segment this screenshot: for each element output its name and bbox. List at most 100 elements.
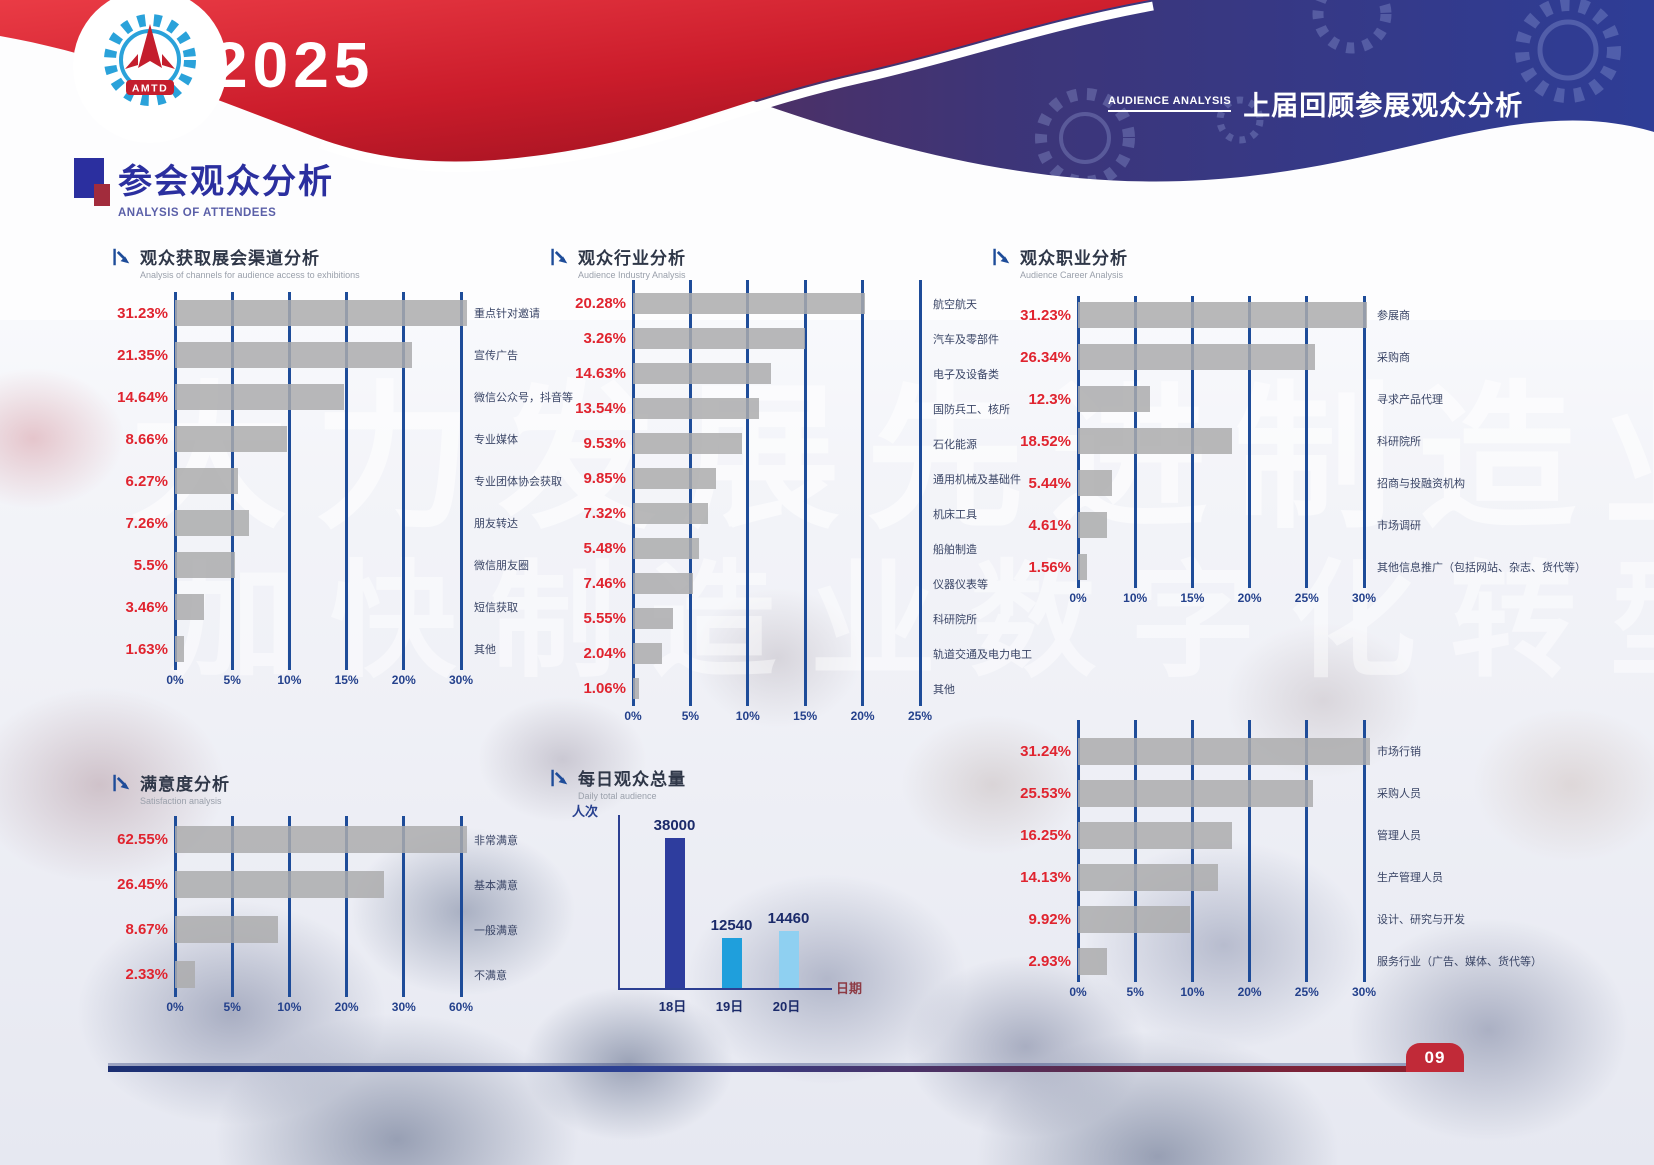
chart-channels: 观众获取展会渠道分析 Analysis of channels for audi…: [110, 244, 670, 690]
row-bar: [175, 636, 184, 662]
chart-row: 26.34% 采购商: [990, 336, 1630, 378]
gridline: [1305, 720, 1309, 982]
row-bar: [1078, 344, 1316, 370]
page-title: 参会观众分析: [118, 163, 334, 201]
axis-tick-label: 10%: [735, 709, 760, 723]
bar-category-label: 20日: [772, 999, 801, 1014]
row-bar-track: [1078, 344, 1364, 370]
row-value: 14.64%: [117, 388, 168, 406]
daily-bars: 38000 12540 14460: [620, 815, 832, 988]
axis-tick-label: 0%: [166, 1000, 184, 1014]
row-value: 26.34%: [1020, 348, 1071, 366]
row-label: 专业媒体: [474, 434, 518, 446]
row-bar: [175, 300, 467, 326]
chart-rows: 31.23% 重点针对邀请 21.35% 宣传广告 14.64% 微信公众号，抖…: [110, 292, 670, 670]
row-bar-track: [1078, 821, 1364, 849]
row-bar-track: [1078, 737, 1370, 765]
chart-career-2: 31.24% 市场行销 25.53% 采购人员 16.25% 管理人员 14.1…: [990, 720, 1630, 1002]
chart-row: 21.35% 宣传广告: [110, 334, 670, 376]
gridline: [345, 816, 349, 997]
row-bar: [633, 468, 717, 489]
gridline: [1133, 720, 1137, 982]
row-label: 航空航天: [933, 298, 977, 311]
bar: [664, 838, 685, 988]
bar: [778, 931, 799, 988]
row-bar: [1078, 386, 1150, 412]
row-value: 14.63%: [575, 365, 626, 382]
column-plot-area: 38000 12540 14460: [618, 815, 832, 990]
axis-tick-label: 0%: [624, 709, 642, 723]
chart-row: 20.28% 航空航天: [548, 286, 1108, 321]
row-value: 3.26%: [583, 330, 626, 347]
gridline: [1362, 720, 1366, 982]
chart-row: 2.93% 服务行业（广告、媒体、货代等）: [990, 940, 1630, 982]
axis-tick-label: 5%: [1126, 985, 1144, 999]
chart-row: 3.46% 短信获取: [110, 586, 670, 628]
row-bar-track: [633, 363, 920, 384]
row-bar-track: [175, 384, 461, 410]
axis-tick-label: 20%: [391, 673, 416, 687]
row-value: 9.53%: [583, 435, 626, 452]
row-label: 采购人员: [1377, 788, 1421, 800]
axis-tick-label: 20%: [1237, 985, 1262, 999]
row-value: 7.46%: [583, 575, 626, 592]
row-value: 5.44%: [1028, 474, 1071, 492]
row-value: 2.04%: [583, 645, 626, 662]
row-bar: [175, 826, 467, 853]
gridline: [459, 816, 463, 997]
chart-axis: 0% 5% 10% 15% 20% 25%: [624, 706, 932, 726]
y-axis-label: 人次: [572, 804, 599, 819]
gridline: [803, 280, 807, 706]
row-bar-track: [1078, 779, 1364, 807]
row-bar: [175, 510, 250, 536]
axis-tick-label: 5%: [223, 673, 241, 687]
row-bar: [1078, 470, 1113, 496]
bar-category-label: 19日: [715, 999, 744, 1014]
row-bar: [175, 468, 238, 494]
row-label: 微信朋友圈: [474, 560, 529, 572]
axis-tick-label: 20%: [850, 709, 875, 723]
axis-tick-label: 10%: [1123, 591, 1148, 605]
axis-tick-label: 0%: [166, 673, 184, 687]
chart-row: 5.5% 微信朋友圈: [110, 544, 670, 586]
row-label: 生产管理人员: [1377, 872, 1443, 884]
row-bar-track: [175, 342, 461, 368]
row-bar-track: [633, 503, 920, 524]
row-value: 16.25%: [1020, 826, 1071, 844]
row-label: 市场行销: [1377, 746, 1421, 758]
bar-value-label: 38000: [653, 817, 696, 834]
gridline: [1248, 720, 1252, 982]
row-bar-track: [1078, 905, 1364, 933]
daily-bar-group: 38000: [646, 817, 703, 988]
chart-header: 观众行业分析 Audience Industry Analysis: [548, 244, 1108, 280]
row-bar-track: [633, 538, 920, 559]
crowd-photo-background: [0, 320, 1654, 1165]
gridline: [746, 280, 750, 706]
row-bar: [633, 538, 699, 559]
chart-subtitle: Satisfaction analysis: [140, 796, 222, 806]
row-label: 国防兵工、核所: [933, 403, 1010, 416]
row-bar: [175, 871, 384, 898]
row-bar-track: [633, 398, 920, 419]
axis-tick-label: 5%: [681, 709, 700, 723]
chart-row: 18.52% 科研院所: [990, 420, 1630, 462]
row-value: 31.23%: [117, 304, 168, 322]
row-value: 8.66%: [125, 430, 168, 448]
page-title-block: 参会观众分析 ANALYSIS OF ATTENDEES: [74, 154, 334, 219]
title-red-square: [94, 184, 110, 206]
row-value: 6.27%: [125, 472, 168, 490]
chart-header: 每日观众总量 Daily total audience: [548, 765, 878, 801]
chart-plot: 31.23% 重点针对邀请 21.35% 宣传广告 14.64% 微信公众号，抖…: [110, 292, 670, 690]
row-label: 电子及设备类: [933, 368, 999, 381]
chart-row: 5.48% 船舶制造: [548, 531, 1108, 566]
row-label: 招商与投融资机构: [1377, 478, 1465, 490]
row-label: 宣传广告: [474, 350, 518, 362]
row-bar-track: [175, 468, 461, 494]
row-label: 市场调研: [1377, 520, 1421, 532]
row-bar: [633, 643, 662, 664]
chart-row: 13.54% 国防兵工、核所: [548, 391, 1108, 426]
axis-tick-label: 25%: [1294, 591, 1319, 605]
chart-row: 16.25% 管理人员: [990, 814, 1630, 856]
chart-rows: 31.23% 参展商 26.34% 采购商 12.3% 寻求产品代理 18.52…: [990, 294, 1630, 588]
row-bar: [633, 573, 694, 594]
